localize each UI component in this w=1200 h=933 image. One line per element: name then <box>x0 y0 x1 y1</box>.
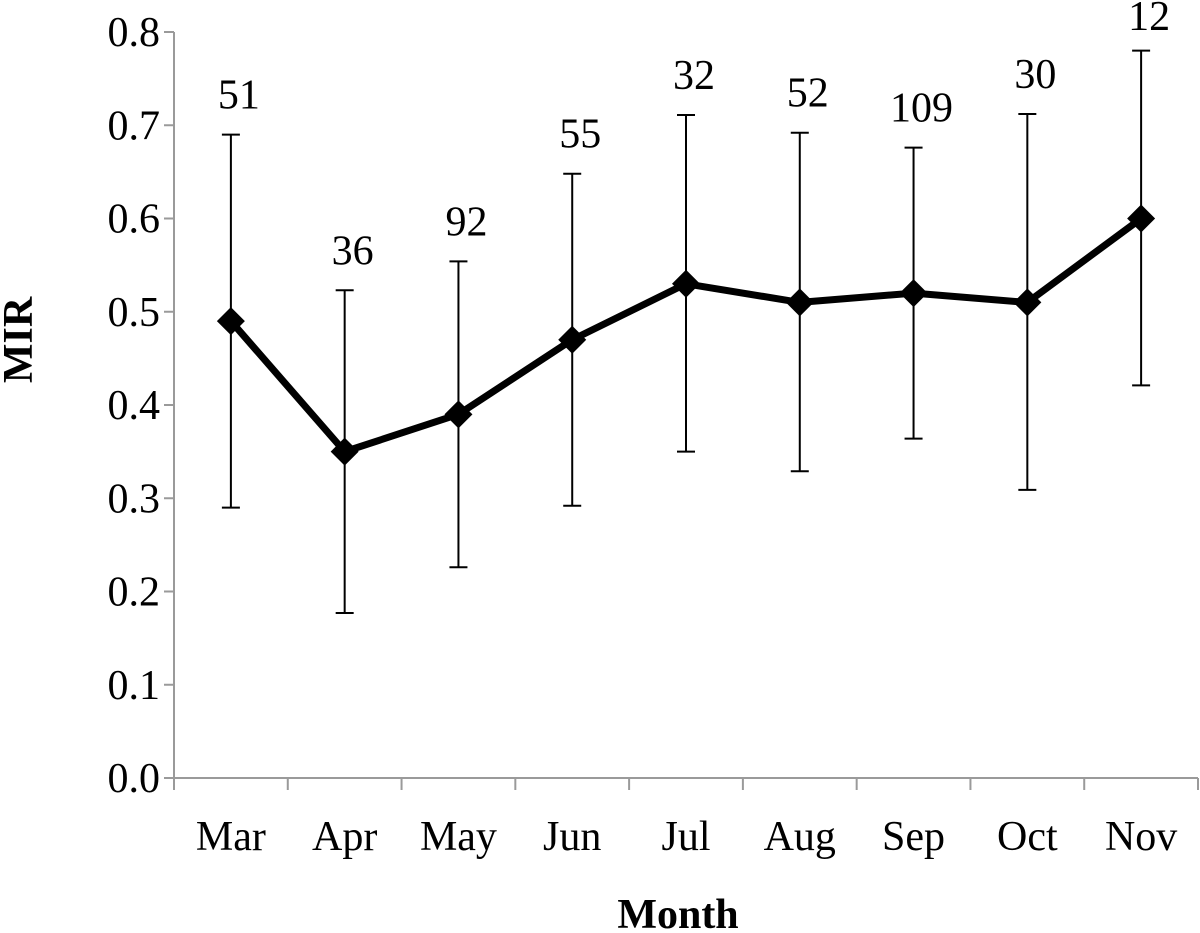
data-label-apr: 36 <box>332 228 374 274</box>
x-tick-label: Aug <box>764 814 836 860</box>
x-tick-label: May <box>420 814 497 860</box>
data-point-apr <box>330 437 359 466</box>
y-axis-title: MIR <box>0 296 42 383</box>
y-tick-label: 0.5 <box>108 290 161 336</box>
data-label-oct: 30 <box>1014 52 1056 98</box>
x-axis-title: Month <box>617 892 738 933</box>
data-point-aug <box>785 288 814 317</box>
data-label-mar: 51 <box>218 73 260 119</box>
y-tick-label: 0.6 <box>108 197 161 243</box>
data-labels: 51 36 92 55 32 52 109 30 12 <box>218 0 1170 274</box>
y-tick-label: 0.8 <box>108 10 161 56</box>
data-label-jul: 32 <box>673 53 715 99</box>
data-point-oct <box>1013 288 1042 317</box>
data-point-jul <box>672 269 700 298</box>
y-tick-label: 0.4 <box>108 383 161 429</box>
x-tick-label: Sep <box>882 814 945 860</box>
x-tick-label: Jun <box>543 814 601 860</box>
data-label-may: 92 <box>445 199 487 245</box>
y-tick-label: 0.3 <box>108 476 161 522</box>
x-tick-label: Apr <box>312 814 377 860</box>
y-tick-label: 0.0 <box>108 756 161 802</box>
error-bars <box>221 49 1151 614</box>
series-group <box>216 204 1156 466</box>
y-tick-label: 0.2 <box>108 570 161 616</box>
y-axis-ticks: 0.0 0.1 0.2 0.3 0.4 0.5 0.6 0.7 0.8 <box>108 10 174 802</box>
x-tick-label: Jul <box>661 814 710 860</box>
x-tick-label: Mar <box>196 814 266 860</box>
data-point-may <box>444 400 473 429</box>
x-tick-label: Oct <box>997 814 1058 860</box>
data-label-aug: 52 <box>787 71 829 117</box>
x-axis-ticks: Mar Apr May Jun Jul Aug Sep Oct Nov <box>173 778 1199 860</box>
data-point-jun <box>558 325 587 354</box>
data-label-sep: 109 <box>890 86 953 132</box>
data-label-jun: 55 <box>559 112 601 158</box>
data-point-nov <box>1127 204 1156 233</box>
y-tick-label: 0.1 <box>108 663 161 709</box>
data-label-nov: 12 <box>1128 0 1170 40</box>
data-point-sep <box>899 279 928 308</box>
data-point-mar <box>216 307 245 336</box>
y-tick-label: 0.7 <box>108 103 161 149</box>
x-tick-label: Nov <box>1105 814 1177 860</box>
